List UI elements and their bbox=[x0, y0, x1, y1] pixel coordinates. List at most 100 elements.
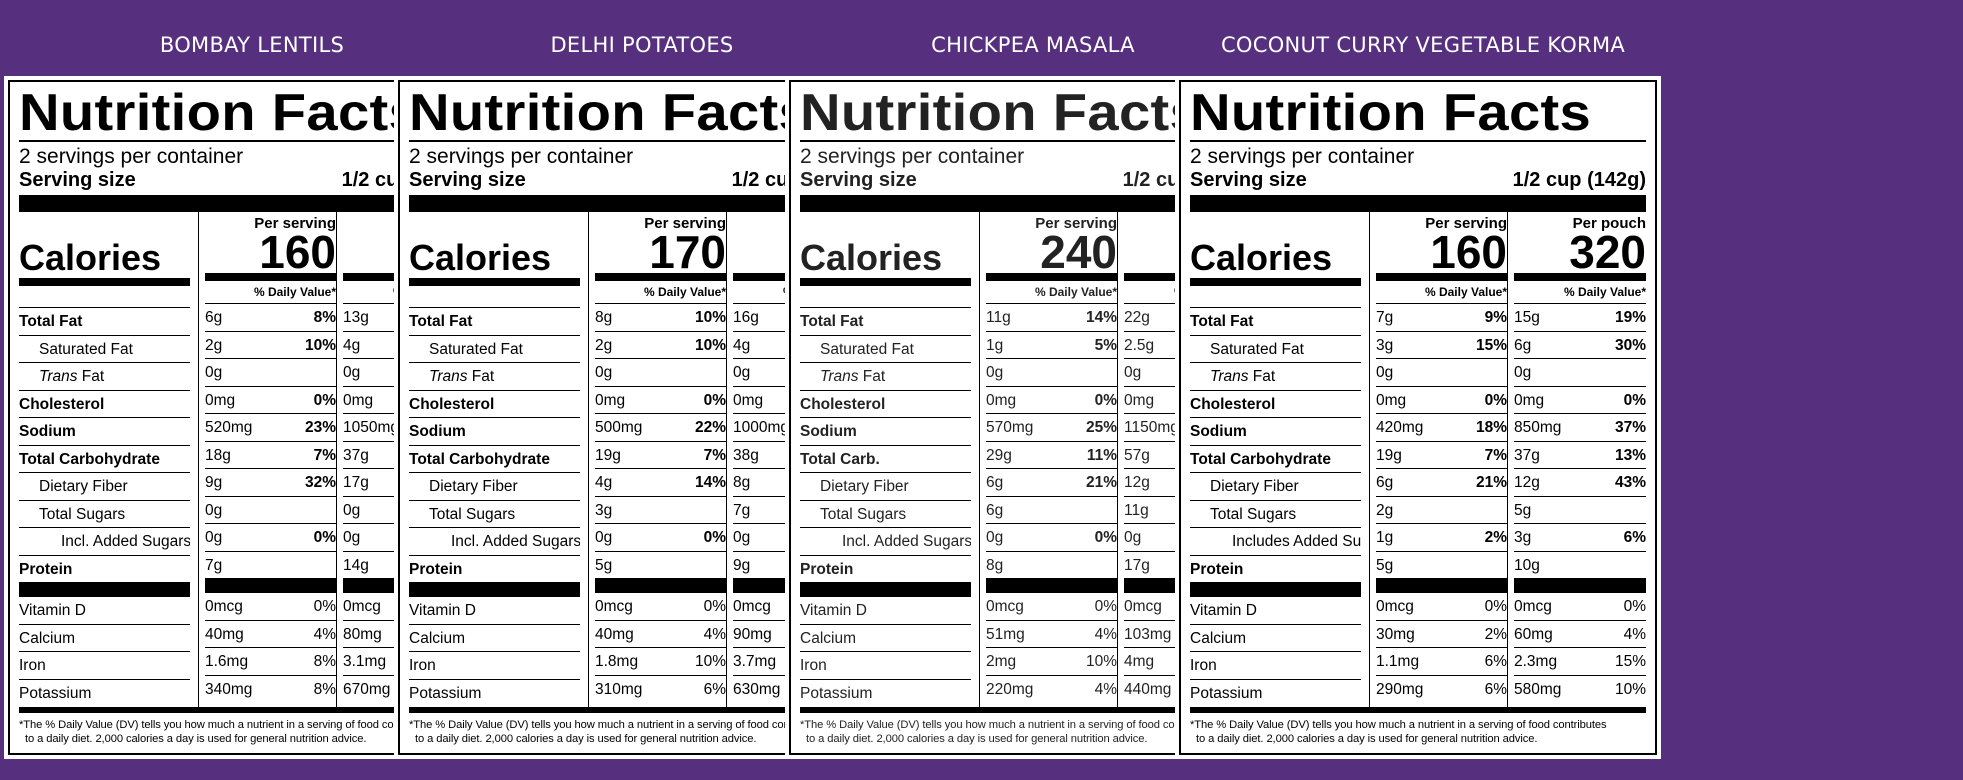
nutrient-name: Dietary Fiber bbox=[19, 473, 190, 501]
daily-value: 0% bbox=[1623, 598, 1646, 615]
divider bbox=[800, 140, 1256, 142]
nutrient-value-row: 0g bbox=[986, 359, 1117, 387]
amount: 8g bbox=[986, 556, 1004, 574]
product-title: CHICKPEA MASALA bbox=[931, 33, 1135, 57]
amount: 5g bbox=[1376, 556, 1394, 574]
amount: 3.1mg bbox=[343, 653, 387, 670]
vitamin-value-row: 0mcg 0% bbox=[595, 593, 726, 621]
daily-value: 10% bbox=[1614, 680, 1646, 698]
thick-divider bbox=[595, 579, 726, 593]
footnote-line: *The % Daily Value (DV) tells you how mu… bbox=[19, 719, 436, 731]
footnote-line: *The % Daily Value (DV) tells you how mu… bbox=[409, 719, 826, 731]
daily-value: 6% bbox=[703, 680, 726, 698]
daily-value-heading: % Daily Value* bbox=[595, 281, 726, 304]
nutrient-name: Saturated Fat bbox=[19, 336, 190, 363]
daily-value: 0% bbox=[1484, 391, 1507, 409]
calories-label: Calories bbox=[19, 212, 190, 286]
nutrient-value-row: 6g 30% bbox=[1514, 332, 1646, 359]
nutrient-name: Protein bbox=[19, 556, 190, 583]
daily-value: 7% bbox=[313, 446, 336, 464]
amount: 7g bbox=[205, 556, 223, 574]
amount: 1050mg bbox=[343, 419, 400, 436]
amount: 0mg bbox=[1376, 391, 1407, 409]
product-title: DELHI POTATOES bbox=[550, 33, 734, 57]
daily-value: 6% bbox=[1623, 529, 1646, 546]
amount: 6g bbox=[1514, 336, 1532, 354]
serving-size-label: Serving size bbox=[800, 169, 917, 191]
nutrient-name: Total Fat bbox=[19, 308, 190, 336]
nutrient-value-row: 19g 7% bbox=[595, 442, 726, 469]
amount: 19g bbox=[595, 446, 621, 464]
amount: 570mg bbox=[986, 419, 1034, 436]
daily-value: 15% bbox=[1475, 336, 1507, 354]
nutrient-value-row: 3g 15% bbox=[1376, 332, 1507, 359]
calories-value: 320 bbox=[1514, 229, 1646, 281]
nutrient-value-row: 0g bbox=[595, 359, 726, 387]
footnote-line: to a daily diet. 2,000 calories a day is… bbox=[25, 733, 367, 745]
amount: 0mcg bbox=[1376, 598, 1414, 615]
product-title: COCONUT CURRY VEGETABLE KORMA bbox=[1220, 33, 1626, 57]
vitamin-name: Calcium bbox=[1190, 625, 1361, 652]
amount: 0mg bbox=[733, 391, 764, 409]
daily-value-heading: % Daily Value* bbox=[1376, 281, 1507, 304]
amount: 0g bbox=[1124, 364, 1142, 381]
amount: 38g bbox=[733, 446, 759, 464]
daily-value: 4% bbox=[1623, 625, 1646, 643]
nutrient-name: Incl. Added Sugars bbox=[409, 528, 580, 556]
nutrient-value-row: 6g 21% bbox=[1376, 469, 1507, 497]
vitamin-name: Vitamin D bbox=[800, 597, 971, 625]
daily-value: 10% bbox=[694, 309, 726, 326]
daily-value: 5% bbox=[1094, 336, 1117, 354]
amount: 2.5g bbox=[1124, 336, 1155, 354]
amount: 2mg bbox=[986, 653, 1017, 670]
daily-value: 10% bbox=[694, 336, 726, 354]
amount: 0g bbox=[733, 529, 751, 546]
nutrient-value-row: 1g 5% bbox=[986, 332, 1117, 359]
thick-divider bbox=[409, 583, 580, 597]
amount: 3.7mg bbox=[733, 653, 777, 670]
nutrient-name: Trans Fat bbox=[1190, 363, 1361, 391]
nutrition-facts-heading: Nutrition Facts bbox=[800, 84, 1202, 142]
footnote: *The % Daily Value (DV) tells you how mu… bbox=[1190, 713, 1646, 746]
amount: 2.3mg bbox=[1514, 653, 1558, 670]
nutrient-value-row: 15g 19% bbox=[1514, 304, 1646, 332]
amount: 4g bbox=[595, 474, 613, 491]
daily-value: 7% bbox=[703, 446, 726, 464]
column-heading: Per serving bbox=[1425, 215, 1507, 232]
footnote-line: to a daily diet. 2,000 calories a day is… bbox=[1196, 733, 1538, 745]
daily-value: 6% bbox=[1484, 653, 1507, 670]
nutrient-name: Total Sugars bbox=[800, 501, 971, 528]
footnote-line: *The % Daily Value (DV) tells you how mu… bbox=[800, 719, 1217, 731]
amount: 90mg bbox=[733, 625, 772, 643]
vitamin-value-row: 1.6mg 8% bbox=[205, 648, 336, 676]
nutrient-value-row: 8g bbox=[986, 552, 1117, 579]
amount: 5g bbox=[1514, 501, 1532, 519]
footnote-line: to a daily diet. 2,000 calories a day is… bbox=[415, 733, 757, 745]
nutrient-name: Saturated Fat bbox=[409, 336, 580, 363]
amount: 18g bbox=[205, 446, 231, 464]
nutrient-name: Total Carb. bbox=[800, 446, 971, 473]
amount: 29g bbox=[986, 446, 1012, 464]
amount: 0g bbox=[595, 364, 613, 381]
servings-per-container: 2 servings per container bbox=[1190, 145, 1415, 168]
nutrient-name: Trans Fat bbox=[409, 363, 580, 391]
amount: 0g bbox=[343, 501, 361, 519]
vitamin-value-row: 310mg 6% bbox=[595, 676, 726, 704]
daily-value: 32% bbox=[304, 474, 336, 491]
nutrient-value-row: 0g bbox=[1376, 359, 1507, 387]
label-column: Calories Total Fat Saturated Fat Trans Fat… bbox=[800, 212, 980, 707]
daily-value: 0% bbox=[703, 529, 726, 546]
thick-divider bbox=[19, 195, 475, 212]
vitamin-name: Iron bbox=[1190, 652, 1361, 680]
daily-value: 22% bbox=[694, 419, 726, 436]
nutrient-value-row: 2g 10% bbox=[595, 332, 726, 359]
nutrient-value-row: 18g 7% bbox=[205, 442, 336, 469]
calories-value: 160 bbox=[205, 229, 336, 281]
nutrient-value-row: 0g 0% bbox=[595, 524, 726, 552]
daily-value: 6% bbox=[1484, 680, 1507, 698]
footnote: *The % Daily Value (DV) tells you how mu… bbox=[800, 713, 1256, 746]
amount: 0g bbox=[986, 364, 1004, 381]
daily-value: 0% bbox=[313, 529, 336, 546]
nutrient-name: Protein bbox=[800, 556, 971, 583]
daily-value: 2% bbox=[1484, 529, 1507, 546]
